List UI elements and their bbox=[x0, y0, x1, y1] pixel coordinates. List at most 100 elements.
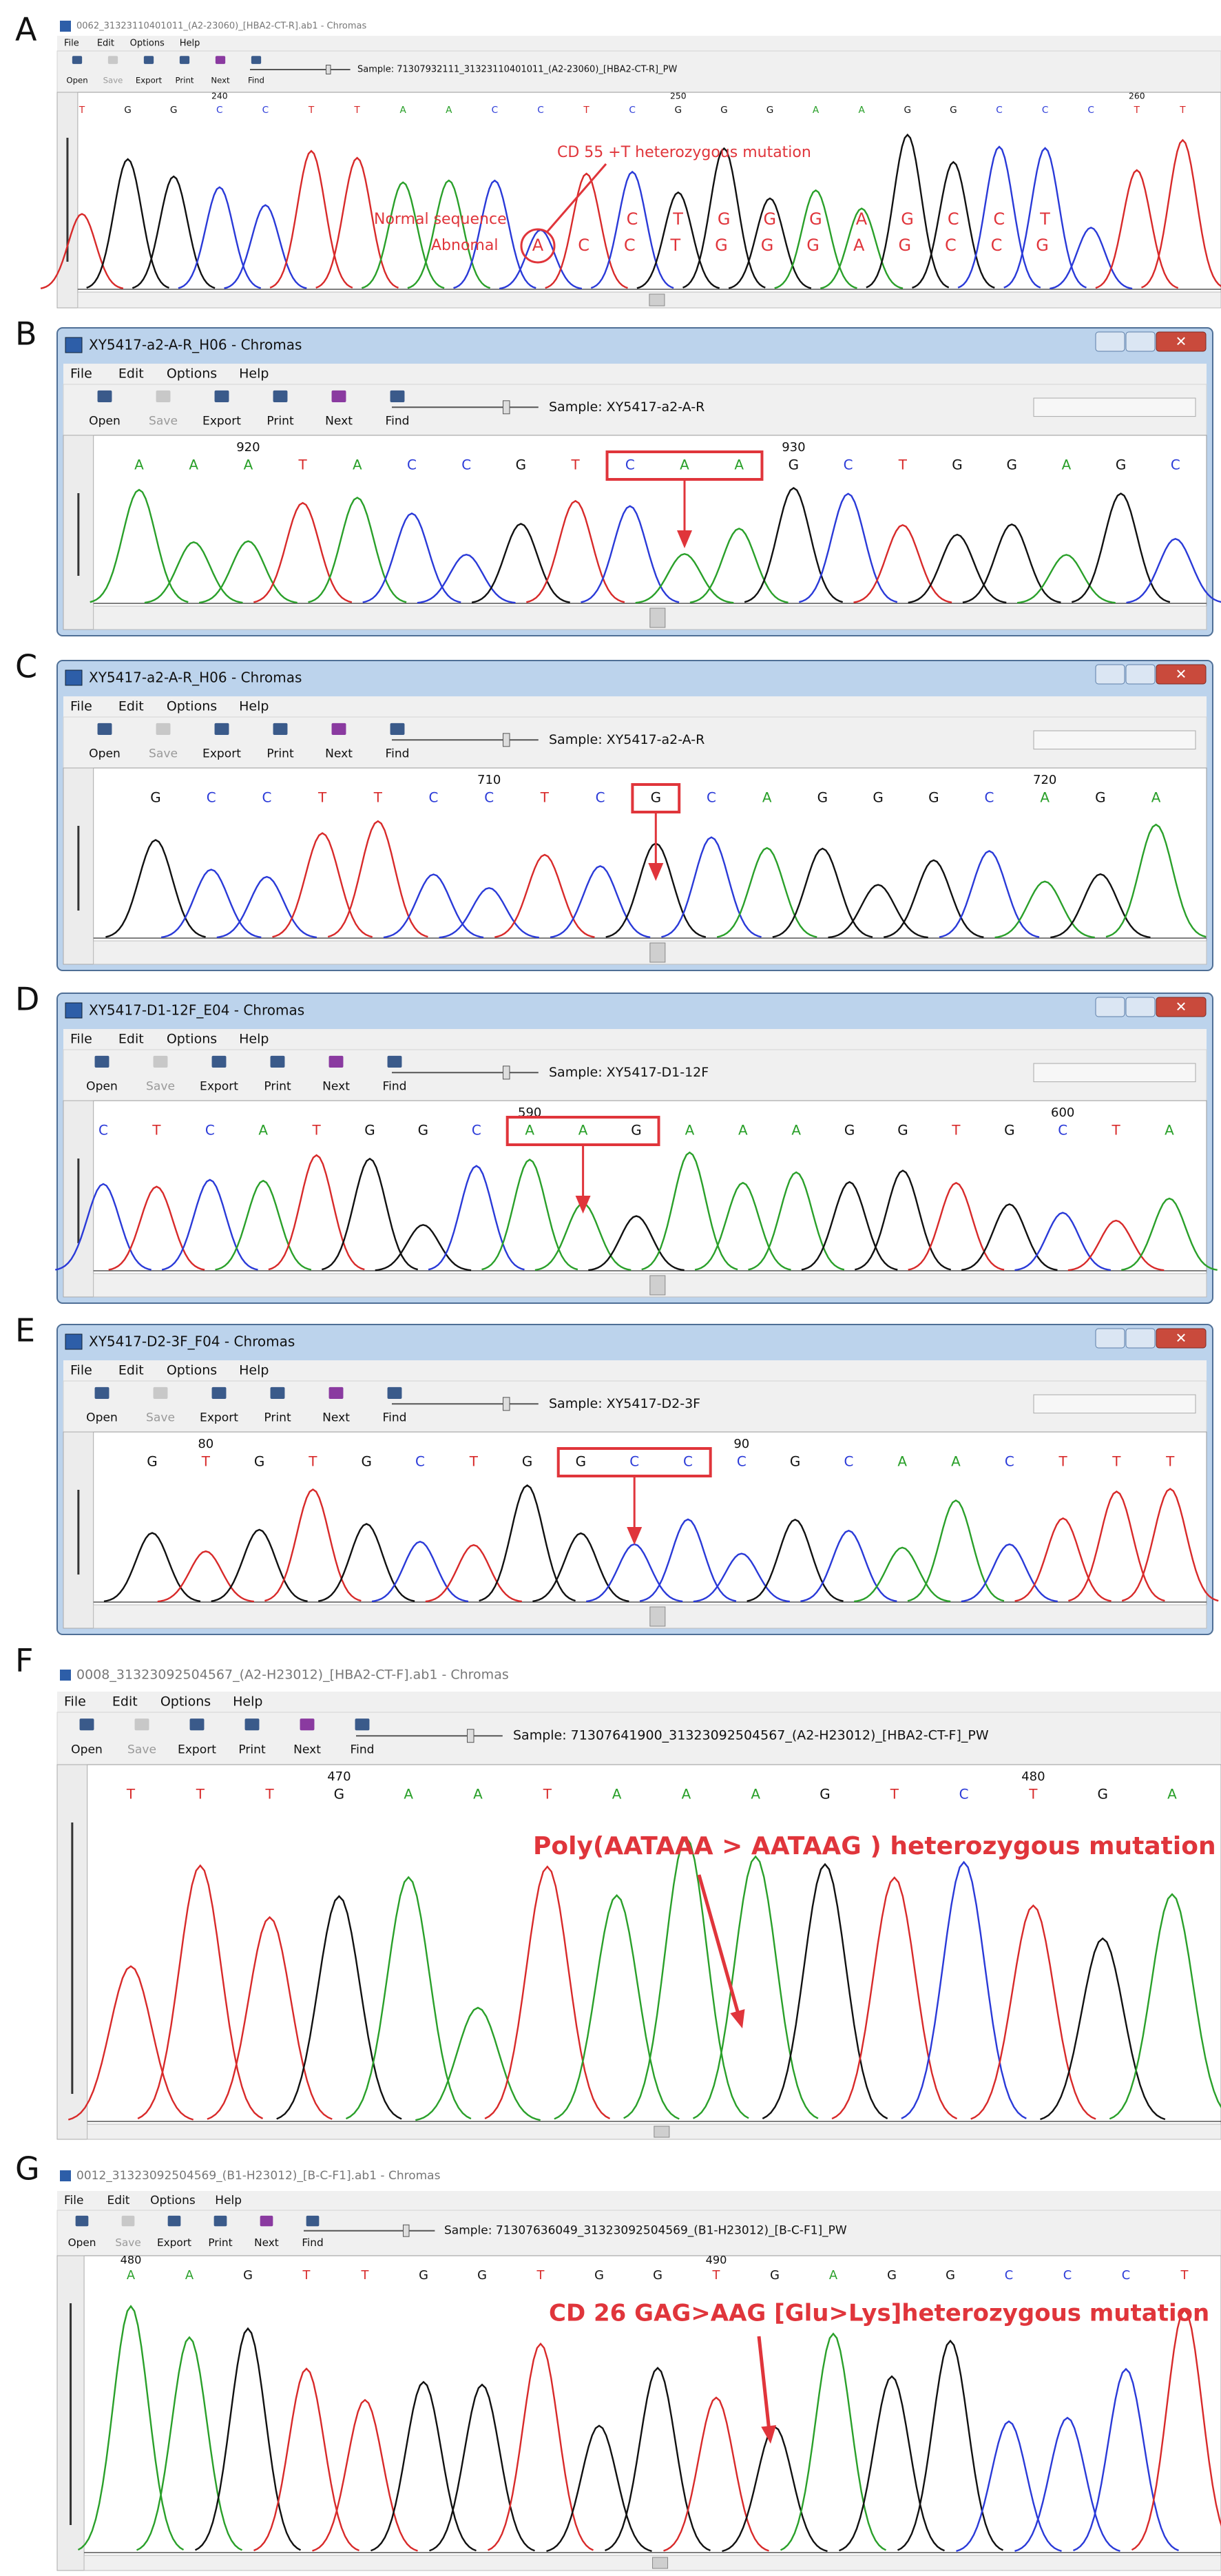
menu-item[interactable]: File bbox=[64, 2194, 83, 2208]
toolbar-label[interactable]: Save bbox=[115, 2236, 141, 2249]
toolbar-label[interactable]: Open bbox=[89, 747, 121, 760]
trace-peak bbox=[545, 172, 628, 289]
close-button[interactable] bbox=[1156, 664, 1207, 685]
toolbar-label[interactable]: Next bbox=[322, 1079, 350, 1093]
toolbar-label[interactable]: Next bbox=[293, 1743, 321, 1757]
toolbar-label[interactable]: Next bbox=[325, 414, 353, 428]
close-button[interactable] bbox=[1156, 1328, 1207, 1349]
menu-item[interactable]: Options bbox=[167, 366, 217, 382]
toolbar-label[interactable]: Save bbox=[149, 747, 178, 760]
close-button[interactable] bbox=[1156, 997, 1207, 1017]
toolbar-label[interactable]: Find bbox=[385, 747, 409, 760]
menu-item[interactable]: Help bbox=[215, 2194, 242, 2208]
menu-item[interactable]: Options bbox=[160, 1694, 211, 1710]
menu-item[interactable]: Options bbox=[130, 39, 165, 49]
toolbar-label[interactable]: Find bbox=[382, 1411, 406, 1424]
zoom-slider-thumb[interactable] bbox=[467, 1729, 474, 1743]
maximize-button[interactable] bbox=[1125, 997, 1156, 1017]
maximize-button[interactable] bbox=[1125, 331, 1156, 352]
zoom-slider-thumb[interactable] bbox=[326, 65, 331, 74]
menu-item[interactable]: File bbox=[64, 39, 79, 49]
scrollbar-thumb[interactable] bbox=[649, 942, 666, 963]
toolbar-label[interactable]: Find bbox=[385, 414, 409, 428]
toolbar-label[interactable]: Export bbox=[202, 414, 241, 428]
menu-item[interactable]: File bbox=[70, 699, 92, 714]
toolbar-label[interactable]: Find bbox=[382, 1079, 406, 1093]
toolbar-label[interactable]: Next bbox=[325, 747, 353, 760]
toolbar-label[interactable]: Export bbox=[136, 76, 163, 85]
toolbar-label[interactable]: Save bbox=[149, 414, 178, 428]
zoom-slider-thumb[interactable] bbox=[503, 733, 510, 747]
menu-item[interactable]: File bbox=[70, 1363, 92, 1378]
toolbar-label[interactable]: Print bbox=[264, 1411, 291, 1424]
menu-item[interactable]: Edit bbox=[118, 1363, 144, 1378]
menu-item[interactable]: File bbox=[70, 366, 92, 382]
scrollbar-thumb[interactable] bbox=[649, 607, 666, 628]
scrollbar-thumb[interactable] bbox=[652, 2557, 669, 2569]
minimize-button[interactable] bbox=[1095, 1328, 1125, 1349]
menu-item[interactable]: Help bbox=[239, 699, 269, 714]
toolbar-label[interactable]: Print bbox=[238, 1743, 266, 1757]
menu-item[interactable]: Options bbox=[167, 699, 217, 714]
menu-item[interactable]: Options bbox=[167, 1363, 217, 1378]
scrollbar-thumb[interactable] bbox=[654, 2126, 670, 2138]
menu-item[interactable]: Help bbox=[239, 366, 269, 382]
zoom-slider-thumb[interactable] bbox=[403, 2224, 410, 2237]
toolbar-label[interactable]: Find bbox=[302, 2236, 323, 2249]
toolbar-label[interactable]: Open bbox=[86, 1079, 118, 1093]
toolbar-label[interactable]: Export bbox=[157, 2236, 191, 2249]
menu-item[interactable]: Edit bbox=[118, 1032, 144, 1047]
toolbar-label[interactable]: Print bbox=[208, 2236, 232, 2249]
minimize-button[interactable] bbox=[1095, 664, 1125, 685]
maximize-button[interactable] bbox=[1125, 664, 1156, 685]
menu-item[interactable]: Help bbox=[239, 1032, 269, 1047]
menu-item[interactable]: Options bbox=[150, 2194, 196, 2208]
zoom-slider-thumb[interactable] bbox=[503, 400, 510, 415]
toolbar-label[interactable]: Open bbox=[89, 414, 121, 428]
toolbar-label[interactable]: Next bbox=[254, 2236, 279, 2249]
toolbar-label[interactable]: Save bbox=[146, 1079, 175, 1093]
menu-item[interactable]: Edit bbox=[118, 366, 144, 382]
close-button[interactable] bbox=[1156, 331, 1207, 352]
menu-item[interactable]: Help bbox=[239, 1363, 269, 1378]
menu-item[interactable]: Edit bbox=[112, 1694, 138, 1710]
toolbar-label[interactable]: Print bbox=[267, 747, 294, 760]
minimize-button[interactable] bbox=[1095, 997, 1125, 1017]
menu-item[interactable]: Help bbox=[180, 39, 200, 49]
toolbar-label[interactable]: Find bbox=[248, 76, 264, 85]
zoom-slider-thumb[interactable] bbox=[503, 1397, 510, 1411]
toolbar-label[interactable]: Export bbox=[200, 1079, 238, 1093]
toolbar-label[interactable]: Find bbox=[350, 1743, 374, 1757]
toolbar-label[interactable]: Next bbox=[211, 76, 230, 85]
toolbar-label[interactable]: Print bbox=[264, 1079, 291, 1093]
toolbar-label[interactable]: Export bbox=[202, 747, 241, 760]
menu-item[interactable]: Edit bbox=[118, 699, 144, 714]
base-call: C bbox=[415, 1453, 425, 1470]
menu-item[interactable]: Edit bbox=[107, 2194, 130, 2208]
scrollbar-thumb[interactable] bbox=[649, 1606, 666, 1627]
menu-item[interactable]: File bbox=[70, 1032, 92, 1047]
menu-item[interactable]: Help bbox=[233, 1694, 262, 1710]
toolbar-icon bbox=[72, 56, 83, 64]
trace-peak bbox=[961, 1543, 1058, 1603]
menu-item[interactable]: File bbox=[64, 1694, 86, 1710]
toolbar-label[interactable]: Print bbox=[267, 414, 294, 428]
toolbar-label[interactable]: Save bbox=[103, 76, 123, 85]
toolbar-label[interactable]: Open bbox=[66, 76, 87, 85]
toolbar-label[interactable]: Open bbox=[86, 1411, 118, 1424]
minimize-button[interactable] bbox=[1095, 331, 1125, 352]
toolbar-label[interactable]: Save bbox=[127, 1743, 156, 1757]
maximize-button[interactable] bbox=[1125, 1328, 1156, 1349]
toolbar-label[interactable]: Open bbox=[68, 2236, 96, 2249]
toolbar-label[interactable]: Print bbox=[176, 76, 194, 85]
menu-item[interactable]: Options bbox=[167, 1032, 217, 1047]
toolbar-label[interactable]: Export bbox=[200, 1411, 238, 1424]
toolbar-label[interactable]: Next bbox=[322, 1411, 350, 1424]
toolbar-label[interactable]: Export bbox=[178, 1743, 216, 1757]
menu-item[interactable]: Edit bbox=[97, 39, 114, 49]
toolbar-label[interactable]: Open bbox=[71, 1743, 103, 1757]
zoom-slider-thumb[interactable] bbox=[503, 1066, 510, 1080]
scrollbar-thumb[interactable] bbox=[649, 293, 665, 307]
scrollbar-thumb[interactable] bbox=[649, 1275, 666, 1296]
toolbar-label[interactable]: Save bbox=[146, 1411, 175, 1424]
